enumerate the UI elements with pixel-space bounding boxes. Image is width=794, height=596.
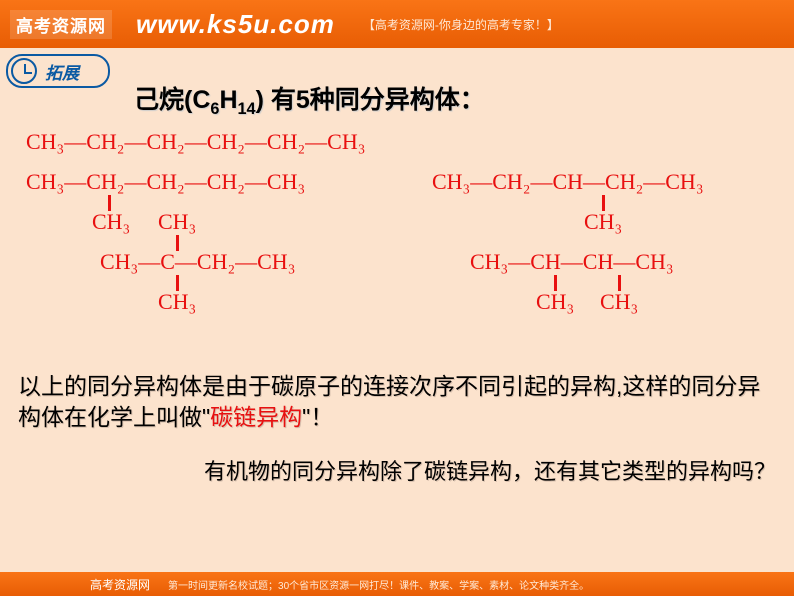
site-logo: 高考资源网 [10, 10, 112, 39]
explain-part: 以上的同分异构体是由于碳原子的连接次序不同引起的异构,这样的同分异构体在化学上叫… [18, 373, 760, 430]
explain-part: "！ [302, 404, 333, 430]
formula-5-branch-1: CH₃ [536, 289, 574, 315]
formula-area: CH₃—CH₂—CH₂—CH₂—CH₂—CH₃ CH₃—CH₂—CH₂—CH₂—… [14, 119, 780, 371]
site-tagline: 【高考资源网-你身边的高考专家！】 [363, 16, 559, 33]
section-badge: 拓展 [6, 54, 110, 88]
formula-5-main: CH₃—CH—CH—CH₃ [470, 249, 674, 275]
footer-logo: 高考资源网 [90, 576, 150, 593]
explanation-text: 以上的同分异构体是由于碳原子的连接次序不同引起的异构,这样的同分异构体在化学上叫… [14, 371, 780, 433]
header-bar: 高考资源网 www.ks5u.com 【高考资源网-你身边的高考专家！】 [0, 0, 794, 48]
title-part: ) 有5种同分异构体： [256, 86, 485, 114]
clock-icon [11, 58, 37, 84]
formula-5-branch-2: CH₃ [600, 289, 638, 315]
formula-2-main: CH₃—CH₂—CH₂—CH₂—CH₃ [26, 169, 305, 195]
badge-label: 拓展 [45, 59, 79, 84]
formula-1: CH₃—CH₂—CH₂—CH₂—CH₂—CH₃ [26, 129, 365, 155]
formula-3-top: CH₃ [158, 209, 196, 235]
footer-bar: 高考资源网 第一时间更新名校试题；30个省市区资源一网打尽！课件、教案、学案、素… [0, 572, 794, 596]
title-part: H [219, 86, 237, 114]
slide-title: 己烷(C6H14) 有5种同分异构体： [134, 80, 780, 119]
formula-3-main: CH₃—C—CH₂—CH₃ [100, 249, 295, 275]
explain-highlight: 碳链异构 [210, 404, 302, 430]
title-sub: 14 [238, 100, 256, 118]
formula-2-branch: CH₃ [92, 209, 130, 235]
footer-text: 第一时间更新名校试题；30个省市区资源一网打尽！课件、教案、学案、素材、论文种类… [168, 577, 589, 592]
formula-4-main: CH₃—CH₂—CH—CH₂—CH₃ [432, 169, 704, 195]
formula-3-bot: CH₃ [158, 289, 196, 315]
title-part: 己烷(C [134, 86, 210, 114]
slide-content: 拓展 己烷(C6H14) 有5种同分异构体： CH₃—CH₂—CH₂—CH₂—C… [0, 48, 794, 487]
site-url: www.ks5u.com [136, 9, 335, 40]
formula-4-branch: CH₃ [584, 209, 622, 235]
question-text: 有机物的同分异构除了碳链异构，还有其它类型的异构吗？ [204, 457, 780, 487]
